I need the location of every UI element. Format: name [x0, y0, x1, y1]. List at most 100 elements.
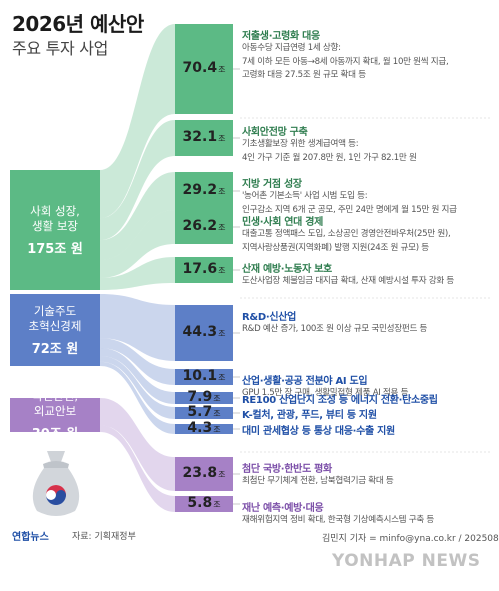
- category-box: [10, 294, 100, 366]
- category-label-line: 초혁신경제: [28, 318, 82, 333]
- budget-item: 재난 예측·예방·대응 재해위험지역 정비 확대, 한국형 기상예측시스템 구축 …: [242, 499, 492, 528]
- unit-label: 조: [213, 425, 221, 434]
- bar-value-label: 70.4조: [175, 60, 233, 76]
- flow-ribbon: [100, 338, 175, 385]
- bar-value-label: 7.9조: [175, 389, 233, 405]
- yonhap-logo: 연합뉴스: [12, 532, 49, 543]
- credit-text: 김민지 기자 = minfo@yna.co.kr / 20250829: [322, 534, 499, 544]
- budget-bar: [175, 369, 233, 385]
- flow-ribbon: [100, 210, 175, 278]
- item-title: R&D·신산업: [242, 312, 297, 323]
- bar-value: 26.2: [182, 218, 218, 234]
- budget-bar: [175, 172, 233, 210]
- unit-label: 조: [213, 394, 221, 403]
- budget-item: 산재 예방·노동자 보호 도산사업장 체불임금 대지급 확대, 산재 예방시설 투…: [242, 260, 492, 289]
- bar-value: 5.7: [187, 404, 213, 420]
- category-safety: 국민안전, 외교안보 30조 원: [10, 389, 100, 442]
- bar-value: 10.1: [182, 368, 218, 384]
- budget-bar: [175, 457, 233, 491]
- category-label-line: 기술주도: [33, 303, 77, 318]
- page-subtitle: 주요 투자 사업: [12, 39, 109, 58]
- item-title: 대미 관세협상 등 통상 대응·수출 지원: [242, 426, 395, 437]
- budget-item: 저출생·고령화 대응 아동수당 지급연령 1세 상향: 7세 이하 모든 아동→8세…: [242, 27, 492, 83]
- bar-value: 70.4: [182, 60, 218, 76]
- budget-item: RE100 산업단지 조성 등 에너지 전환·탄소중립: [242, 391, 492, 406]
- category-label-line: 생활 보장: [32, 218, 78, 233]
- item-title: 민생·사회 연대 경제: [242, 217, 324, 228]
- watermark: YONHAP NEWS: [332, 551, 481, 571]
- flow-ribbon: [100, 257, 175, 290]
- budget-item: K-컬처, 관광, 푸드, 뷰티 등 지원: [242, 406, 492, 421]
- money-bag-icon: [32, 451, 80, 516]
- unit-label: 조: [218, 134, 226, 143]
- budget-item: R&D·신산업 R&D 예산 증가, 100조 원 이상 규모 국민성장펀드 등: [242, 308, 492, 337]
- flow-ribbon: [100, 348, 175, 404]
- bar-value-label: 5.7조: [175, 404, 233, 420]
- item-description: 도산사업장 체불임금 대지급 확대, 산재 예방시설 투자 강화 등: [242, 276, 455, 286]
- item-description: GPU 1.5만 장 구매, 생활밀접형 제품 AI 적용 등: [242, 388, 409, 398]
- item-title: 산재 예방·노동자 보호: [242, 264, 332, 275]
- unit-label: 조: [218, 65, 226, 74]
- category-label-line: 사회 성장,: [30, 203, 80, 218]
- bar-value-label: 29.2조: [175, 182, 233, 198]
- flow-ribbon: [100, 361, 175, 434]
- flow-ribbon: [100, 294, 175, 361]
- bar-value-label: 44.3조: [175, 324, 233, 340]
- budget-bar: [175, 496, 233, 512]
- item-description: 4인 가구 기준 월 207.8만 원, 1인 가구 82.1만 원: [242, 152, 417, 163]
- bar-value: 44.3: [182, 324, 218, 340]
- item-title: 재난 예측·예방·대응: [242, 503, 324, 514]
- bar-value: 4.3: [187, 420, 213, 436]
- item-title: 저출생·고령화 대응: [242, 31, 320, 42]
- item-title: 사회안전망 구축: [242, 127, 308, 138]
- flow-ribbon: [100, 425, 175, 512]
- budget-bar: [175, 210, 233, 244]
- category-total: 72조 원: [31, 341, 79, 357]
- budget-item: 첨단 국방·한반도 평화 최첨단 무기체계 전환, 남북협력기금 확대 등: [242, 460, 492, 489]
- unit-label: 조: [218, 187, 226, 196]
- budget-item: 산업·생활·공공 전분야 AI 도입 GPU 1.5만 장 구매, 생활밀접형 제…: [242, 372, 492, 401]
- unit-label: 조: [218, 470, 226, 479]
- unit-label: 조: [218, 223, 226, 232]
- item-description: 고령화 대응 27.5조 원 규모 확대 등: [242, 70, 366, 80]
- bar-value-label: 5.8조: [175, 495, 233, 511]
- flow-ribbon: [100, 172, 175, 261]
- budget-item: 지방 거점 성장 '농어촌 기본소득' 사업 시범 도입 등: 인구감소 지역 6개…: [242, 175, 492, 217]
- unit-label: 조: [213, 409, 221, 418]
- category-total: 30조 원: [31, 426, 79, 442]
- bar-value-label: 32.1조: [175, 129, 233, 145]
- flow-ribbon: [100, 398, 175, 491]
- category-social: 사회 성장, 생활 보장 175조 원: [10, 170, 100, 290]
- bar-value-label: 10.1조: [175, 368, 233, 384]
- item-title: RE100 산업단지 조성 등 에너지 전환·탄소중립: [242, 395, 438, 406]
- category-tech: 기술주도 초혁신경제 72조 원: [10, 294, 100, 366]
- bar-value: 5.8: [187, 495, 213, 511]
- category-box: [10, 398, 100, 432]
- category-label-line: 외교안보: [33, 403, 77, 418]
- flow-ribbon: [100, 24, 175, 219]
- bar-value: 7.9: [187, 389, 213, 405]
- budget-item: 민생·사회 연대 경제 대출고통 정액패스 도입, 소상공인 경영안전바우처(25…: [242, 213, 492, 255]
- bar-value-label: 4.3조: [175, 420, 233, 436]
- budget-bar: [175, 24, 233, 114]
- unit-label: 조: [218, 373, 226, 382]
- flow-ribbon: [100, 356, 175, 419]
- bar-value: 23.8: [182, 465, 218, 481]
- item-description: 재해위험지역 정비 확대, 한국형 기상예측시스템 구축 등: [242, 515, 434, 525]
- budget-bar: [175, 407, 233, 419]
- item-title: 산업·생활·공공 전분야 AI 도입: [242, 376, 368, 387]
- category-box: [10, 170, 100, 290]
- budget-bar: [175, 424, 233, 434]
- item-description: 인구감소 지역 6개 군 공모, 주민 24만 명에게 월 15만 원 지급: [242, 204, 457, 215]
- unit-label: 조: [218, 329, 226, 338]
- item-description: R&D 예산 증가, 100조 원 이상 규모 국민성장펀드 등: [242, 324, 428, 334]
- unit-label: 조: [218, 266, 226, 275]
- item-description: '농어촌 기본소득' 사업 시범 도입 등:: [242, 191, 368, 201]
- item-description: 아동수당 지급연령 1세 상향:: [242, 43, 341, 53]
- page-title: 2026년 예산안: [12, 12, 144, 36]
- flow-ribbon: [100, 120, 175, 241]
- bar-value: 17.6: [182, 261, 218, 277]
- bar-value-label: 23.8조: [175, 465, 233, 481]
